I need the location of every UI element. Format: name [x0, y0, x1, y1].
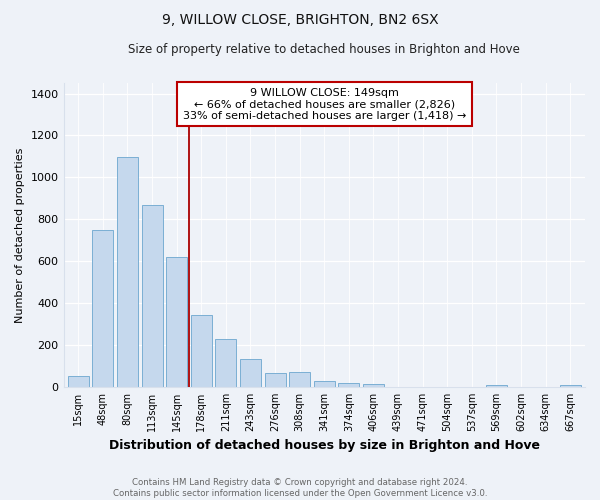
Bar [338, 383, 359, 387]
Bar [117, 158, 138, 387]
Bar [314, 381, 335, 387]
Bar [92, 230, 113, 387]
Bar [363, 384, 384, 387]
Bar [191, 314, 212, 387]
Bar [142, 204, 163, 387]
Bar [289, 372, 310, 387]
Bar [560, 385, 581, 387]
Title: Size of property relative to detached houses in Brighton and Hove: Size of property relative to detached ho… [128, 42, 520, 56]
Y-axis label: Number of detached properties: Number of detached properties [15, 148, 25, 322]
Bar [215, 339, 236, 387]
Bar [240, 360, 261, 387]
Bar [486, 385, 507, 387]
Text: Contains HM Land Registry data © Crown copyright and database right 2024.
Contai: Contains HM Land Registry data © Crown c… [113, 478, 487, 498]
X-axis label: Distribution of detached houses by size in Brighton and Hove: Distribution of detached houses by size … [109, 440, 540, 452]
Text: 9 WILLOW CLOSE: 149sqm
← 66% of detached houses are smaller (2,826)
33% of semi-: 9 WILLOW CLOSE: 149sqm ← 66% of detached… [182, 88, 466, 121]
Bar [68, 376, 89, 387]
Bar [265, 374, 286, 387]
Bar [166, 257, 187, 387]
Text: 9, WILLOW CLOSE, BRIGHTON, BN2 6SX: 9, WILLOW CLOSE, BRIGHTON, BN2 6SX [161, 12, 439, 26]
